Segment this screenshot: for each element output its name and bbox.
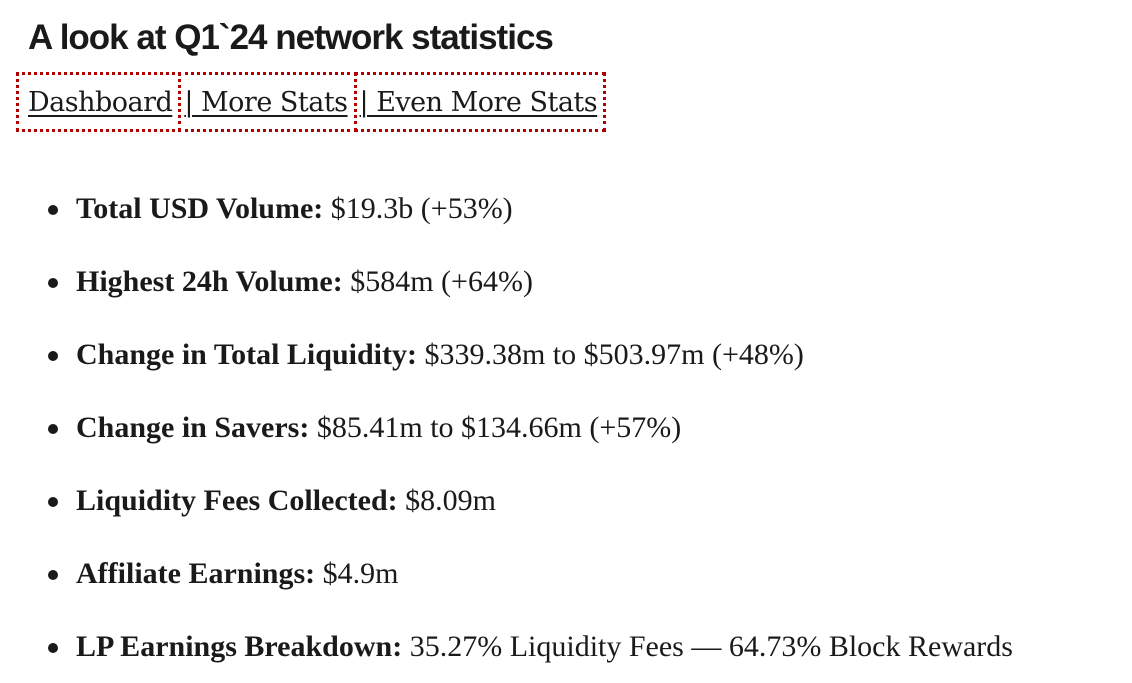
stat-liquidity-fees-collected: Liquidity Fees Collected: $8.09m	[48, 464, 1013, 537]
stat-label: Change in Savers:	[76, 411, 310, 444]
stat-label: Change in Total Liquidity:	[76, 338, 417, 371]
dashboard-link[interactable]: Dashboard	[16, 72, 182, 132]
more-stats-link[interactable]: | More Stats	[178, 72, 357, 132]
stat-value: $19.3b (+53%)	[323, 192, 513, 225]
even-more-stats-link[interactable]: | Even More Stats	[353, 72, 607, 132]
stat-label: Affiliate Earnings:	[76, 557, 316, 590]
page-title: A look at Q1`24 network statistics	[28, 18, 554, 57]
stat-total-usd-volume: Total USD Volume: $19.3b (+53%)	[48, 172, 1013, 245]
stat-value: $85.41m to $134.66m (+57%)	[309, 411, 682, 444]
stat-label: Total USD Volume:	[76, 192, 324, 225]
stat-highest-24h-volume: Highest 24h Volume: $584m (+64%)	[48, 245, 1013, 318]
stat-label: Liquidity Fees Collected:	[76, 484, 398, 517]
stat-value: 35.27% Liquidity Fees — 64.73% Block Rew…	[402, 630, 1013, 663]
stat-affiliate-earnings: Affiliate Earnings: $4.9m	[48, 537, 1013, 610]
stat-lp-earnings-breakdown: LP Earnings Breakdown: 35.27% Liquidity …	[48, 610, 1013, 683]
stat-value: $8.09m	[397, 484, 496, 517]
stat-change-savers: Change in Savers: $85.41m to $134.66m (+…	[48, 391, 1013, 464]
stat-value: $584m (+64%)	[342, 265, 533, 298]
stats-list: Total USD Volume: $19.3b (+53%) Highest …	[48, 172, 1013, 683]
stat-value: $4.9m	[315, 557, 399, 590]
stat-label: LP Earnings Breakdown:	[76, 630, 403, 663]
stat-label: Highest 24h Volume:	[76, 265, 343, 298]
stat-value: $339.38m to $503.97m (+48%)	[416, 338, 804, 371]
stats-links-nav: Dashboard | More Stats | Even More Stats	[16, 72, 607, 132]
stat-change-total-liquidity: Change in Total Liquidity: $339.38m to $…	[48, 318, 1013, 391]
